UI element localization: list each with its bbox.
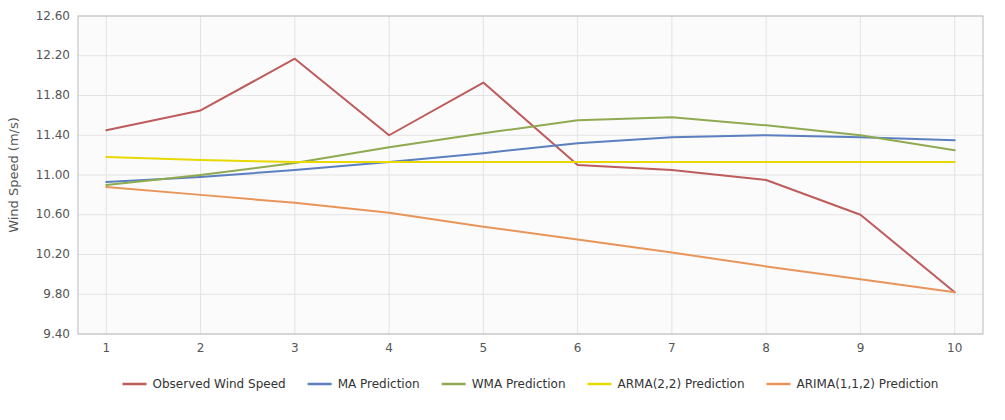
legend-swatch — [442, 383, 466, 386]
grid-line-x — [483, 16, 484, 334]
legend-swatch — [308, 383, 332, 386]
y-tick-label: 10.20 — [36, 247, 70, 261]
legend-item: ARMA(2,2) Prediction — [588, 377, 745, 391]
grid-line-x — [766, 16, 767, 334]
page: {"chart_data": {"type": "line", "ylabel"… — [0, 0, 1005, 420]
y-tick-label: 11.00 — [36, 168, 70, 182]
legend-item: MA Prediction — [308, 377, 420, 391]
legend-label: WMA Prediction — [472, 377, 566, 391]
series-line — [106, 135, 954, 182]
grid-line-x — [577, 16, 578, 334]
chart: 9.409.8010.2010.6011.0011.4011.8012.2012… — [0, 0, 1005, 420]
y-tick-label: 9.80 — [43, 287, 70, 301]
series-line — [106, 59, 954, 293]
legend-label: MA Prediction — [338, 377, 420, 391]
grid-line-y — [78, 214, 983, 215]
grid-line-x — [106, 16, 107, 334]
x-tick-label: 9 — [857, 341, 865, 355]
y-axis-label: Wind Speed (m/s) — [6, 117, 21, 233]
x-tick-label: 3 — [291, 341, 299, 355]
grid-line-y — [78, 55, 983, 56]
grid-line-x — [671, 16, 672, 334]
grid-line-y — [78, 294, 983, 295]
plot-background — [78, 16, 983, 334]
legend-swatch — [123, 383, 147, 386]
grid-line-y — [78, 135, 983, 136]
x-tick-label: 4 — [385, 341, 393, 355]
y-tick-label: 12.20 — [36, 48, 70, 62]
y-tick-label: 12.60 — [36, 9, 70, 23]
plot-frame — [78, 16, 983, 334]
grid — [78, 16, 983, 334]
y-tick-label: 11.80 — [36, 88, 70, 102]
y-tick-label: 11.40 — [36, 128, 70, 142]
series-lines — [106, 59, 954, 293]
axes: 9.409.8010.2010.6011.0011.4011.8012.2012… — [36, 9, 963, 356]
x-tick-label: 2 — [197, 341, 205, 355]
series-line — [106, 117, 954, 185]
grid-line-y — [78, 254, 983, 255]
y-tick-label: 10.60 — [36, 207, 70, 221]
grid-line-y — [78, 95, 983, 96]
legend-swatch — [767, 383, 791, 386]
x-tick-label: 10 — [947, 341, 962, 355]
x-tick-label: 7 — [668, 341, 676, 355]
legend: Observed Wind Speed MA Prediction WMA Pred… — [123, 377, 939, 391]
x-tick-label: 1 — [102, 341, 110, 355]
y-tick-label: 9.40 — [43, 327, 70, 341]
series-line — [106, 187, 954, 292]
legend-swatch — [588, 383, 612, 386]
legend-label: Observed Wind Speed — [153, 377, 286, 391]
grid-line-x — [860, 16, 861, 334]
grid-line-x — [294, 16, 295, 334]
legend-item: ARIMA(1,1,2) Prediction — [767, 377, 939, 391]
legend-label: ARIMA(1,1,2) Prediction — [797, 377, 939, 391]
series-line — [106, 157, 954, 162]
grid-line-x — [954, 16, 955, 334]
legend-item: Observed Wind Speed — [123, 377, 286, 391]
x-tick-label: 6 — [574, 341, 582, 355]
x-tick-label: 8 — [762, 341, 770, 355]
legend-item: WMA Prediction — [442, 377, 566, 391]
x-tick-label: 5 — [480, 341, 488, 355]
legend-label: ARMA(2,2) Prediction — [618, 377, 745, 391]
grid-line-x — [389, 16, 390, 334]
